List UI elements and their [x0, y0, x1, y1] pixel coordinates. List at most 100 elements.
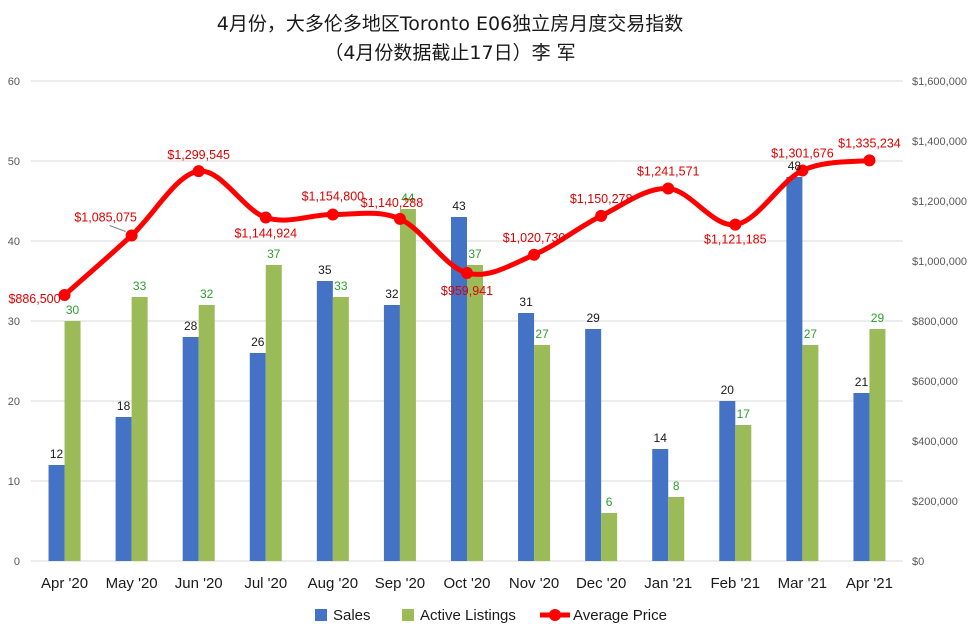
price-data-label: $1,154,800: [302, 190, 365, 204]
right-tick-label: $1,200,000: [912, 196, 967, 208]
listings-data-label: 6: [606, 495, 613, 509]
category-label: Oct '20: [443, 575, 490, 592]
category-label: Dec '20: [576, 575, 626, 592]
category-label: Jul '20: [244, 575, 287, 592]
sales-bar: [316, 281, 333, 561]
average-price-marker: [259, 211, 272, 224]
left-tick-label: 10: [8, 476, 20, 488]
listings-bar: [265, 265, 282, 561]
listings-data-label: 17: [737, 407, 751, 421]
sales-data-label: 29: [586, 311, 600, 325]
listings-data-label: 8: [673, 479, 680, 493]
sales-data-label: 20: [721, 383, 735, 397]
average-price-marker: [461, 267, 473, 280]
sales-bar: [182, 337, 199, 561]
price-data-label: $1,299,545: [167, 148, 230, 162]
label-leader-line: [109, 225, 126, 232]
listings-data-label: 27: [535, 327, 549, 341]
right-tick-label: $800,000: [912, 316, 958, 328]
listings-bar: [735, 425, 752, 561]
price-data-label: $1,020,730: [503, 231, 566, 245]
listings-data-label: 33: [334, 279, 348, 293]
left-axis: 0 10 20 30 40 50 60: [8, 76, 20, 568]
price-data-label: $1,150,278: [570, 192, 633, 206]
right-tick-label: $400,000: [912, 436, 958, 448]
right-tick-label: $1,000,000: [912, 256, 967, 268]
category-label: Apr '21: [846, 575, 893, 592]
average-price-marker: [326, 208, 339, 221]
sales-bar: [383, 305, 400, 561]
sales-data-label: 12: [50, 447, 64, 461]
legend: Sales Active Listings Average Price: [315, 607, 667, 624]
category-label: Jan '21: [644, 575, 692, 592]
average-price-marker: [192, 165, 205, 178]
category-label: Nov '20: [509, 575, 559, 592]
sales-data-label: 32: [385, 287, 399, 301]
listings-data-label: 30: [66, 303, 80, 317]
listings-data-label: 32: [200, 287, 214, 301]
right-axis: $0 $200,000 $400,000 $600,000 $800,000 $1,000…: [912, 76, 967, 568]
left-tick-label: 20: [8, 396, 20, 408]
listings-data-label: 37: [468, 247, 482, 261]
bars: [48, 177, 886, 561]
listings-bar: [198, 305, 215, 561]
price-data-label: $1,085,075: [74, 210, 137, 224]
category-label: Apr '20: [41, 575, 88, 592]
sales-bar: [451, 217, 467, 561]
listings-data-label: 33: [133, 279, 147, 293]
sales-data-label: 18: [117, 399, 131, 413]
average-price-marker: [528, 248, 541, 261]
sales-data-label: 21: [855, 375, 869, 389]
listings-bar: [534, 345, 551, 561]
average-price-marker: [125, 229, 138, 242]
average-price-marker: [58, 289, 71, 302]
right-tick-label: $1,400,000: [912, 136, 967, 148]
legend-marker-price: [549, 609, 561, 621]
price-data-label: $1,144,924: [234, 227, 297, 241]
price-line: [58, 154, 876, 302]
legend-label-price: Average Price: [573, 607, 667, 624]
sales-bar: [48, 465, 65, 561]
sales-data-label: 26: [251, 335, 265, 349]
category-label: Mar '21: [778, 575, 828, 592]
listings-bar: [869, 329, 886, 561]
price-data-label: $1,140,288: [361, 196, 424, 210]
listings-bar: [332, 297, 349, 561]
left-tick-label: 60: [8, 76, 20, 88]
average-price-marker: [796, 164, 809, 177]
sales-bar: [585, 329, 602, 561]
price-data-label: $886,500: [8, 292, 60, 306]
category-axis: Apr '20 May '20 Jun '20 Jul '20 Aug '20 Sep '…: [41, 575, 893, 592]
legend-swatch-listings: [402, 609, 414, 621]
sales-data-label: 35: [318, 263, 332, 277]
sales-bar: [249, 353, 266, 561]
right-tick-label: $200,000: [912, 496, 958, 508]
sales-data-label: 48: [788, 159, 802, 173]
sales-data-label: 14: [654, 431, 668, 445]
chart-subtitle: （4月份数据截止17日）李 军: [324, 42, 575, 64]
price-data-label: $1,121,185: [704, 233, 767, 247]
category-label: Aug '20: [308, 575, 358, 592]
right-tick-label: $0: [912, 556, 924, 568]
price-data-label: $1,301,676: [771, 146, 834, 160]
price-data-label: $1,335,234: [838, 136, 901, 150]
sales-data-label: 43: [452, 199, 466, 213]
sales-bar: [652, 449, 669, 561]
sales-data-label: 28: [184, 319, 198, 333]
price-data-label: $959,941: [441, 284, 493, 298]
left-tick-label: 40: [8, 236, 20, 248]
chart-title: 4月份，大多伦多地区Toronto E06独立房月度交易指数: [217, 13, 683, 35]
left-tick-label: 30: [8, 316, 20, 328]
left-tick-label: 50: [8, 156, 20, 168]
listings-data-label: 27: [804, 327, 818, 341]
category-label: Sep '20: [375, 575, 425, 592]
sales-bar: [853, 393, 870, 561]
listings-data-label: 29: [871, 311, 885, 325]
listings-bar: [399, 209, 416, 561]
average-price-marker: [863, 154, 876, 167]
average-price-marker: [729, 218, 742, 231]
sales-bar: [719, 401, 736, 561]
category-label: Feb '21: [711, 575, 761, 592]
average-price-marker: [662, 182, 675, 195]
